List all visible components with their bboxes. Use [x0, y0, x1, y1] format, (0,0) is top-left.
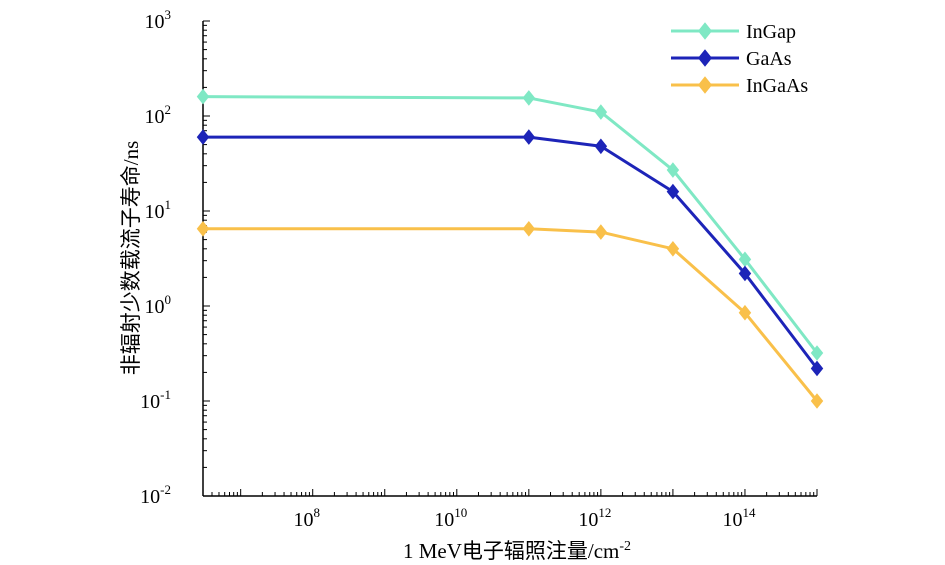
y-axis-title: 非辐射少数载流子寿命/ns: [119, 141, 143, 376]
data-point-ingaas: [594, 224, 608, 240]
y-tick-exponent: 0: [165, 292, 172, 307]
y-tick-base: 10: [145, 201, 165, 223]
data-point-gaas: [196, 129, 210, 145]
series-line-ingaas: [203, 227, 819, 402]
data-point-gaas: [666, 183, 680, 200]
data-point-ingaas: [196, 220, 210, 237]
x-tick-exponent: 14: [742, 505, 756, 520]
x-tick-base: 10: [722, 509, 742, 531]
data-point-ingaas: [522, 220, 536, 237]
legend-label-gaas: GaAs: [746, 48, 792, 70]
x-tick-label: 1010: [434, 505, 467, 531]
data-point-ingap: [522, 90, 536, 106]
y-tick-label: 10-2: [140, 482, 171, 508]
legend-item-ingaas: InGaAs: [671, 75, 808, 97]
x-axis-title-sup: -2: [619, 539, 631, 554]
data-point-ingaas: [810, 393, 824, 409]
data-point-gaas: [594, 138, 608, 155]
y-tick-exponent: 1: [165, 197, 172, 212]
y-tick-label: 10-1: [140, 387, 171, 413]
y-tick-label: 102: [145, 102, 172, 128]
data-point-ingap: [666, 162, 680, 178]
y-tick-label: 101: [145, 197, 172, 223]
x-tick-exponent: 8: [313, 505, 320, 520]
legend-marker-ingaas: [697, 76, 713, 94]
y-tick-exponent: -1: [160, 387, 171, 402]
series-line-ingap: [202, 95, 819, 354]
series-ingap: [196, 88, 824, 361]
y-tick-label: 103: [145, 7, 172, 33]
data-point-gaas: [810, 360, 824, 377]
x-tick-label: 1012: [578, 505, 611, 531]
data-point-ingap: [810, 345, 824, 361]
legend-item-gaas: GaAs: [671, 48, 792, 70]
y-tick-base: 10: [140, 486, 160, 508]
data-point-ingaas: [738, 304, 752, 321]
series-layer: [196, 88, 824, 409]
series-gaas: [196, 129, 824, 377]
axes: [202, 21, 817, 497]
y-tick-exponent: 3: [165, 7, 172, 22]
x-axis-ticks: 108 1010 1012 1014: [202, 489, 818, 531]
x-tick-base: 10: [578, 509, 598, 531]
x-axis-title: 1 MeV电子辐照注量/cm-2: [403, 539, 631, 563]
data-point-ingaas: [666, 241, 680, 257]
y-tick-base: 10: [145, 11, 165, 33]
x-tick-label: 108: [293, 505, 320, 531]
legend-marker-ingap: [697, 22, 713, 40]
legend-item-ingap: InGap: [671, 21, 796, 43]
x-tick-exponent: 12: [598, 505, 611, 520]
data-point-gaas: [738, 265, 752, 282]
y-tick-base: 10: [140, 391, 160, 413]
data-point-ingap: [196, 88, 210, 105]
data-point-gaas: [522, 129, 536, 145]
y-tick-exponent: 2: [165, 102, 172, 117]
y-tick-base: 10: [145, 106, 165, 128]
data-point-ingap: [594, 104, 608, 120]
x-tick-base: 10: [293, 509, 313, 531]
series-ingaas: [196, 220, 824, 409]
x-tick-exponent: 10: [454, 505, 467, 520]
y-tick-label: 100: [145, 292, 172, 318]
y-tick-exponent: -2: [160, 482, 171, 497]
legend-label-ingap: InGap: [746, 21, 796, 43]
legend-label-ingaas: InGaAs: [746, 75, 808, 97]
x-tick-label: 1014: [722, 505, 756, 531]
x-tick-base: 10: [434, 509, 454, 531]
y-tick-base: 10: [145, 296, 165, 318]
legend-marker-gaas: [697, 49, 713, 67]
legend: InGap GaAs InGaAs: [671, 21, 808, 97]
x-axis-title-main: 1 MeV电子辐照注量/cm: [403, 539, 619, 563]
series-line-gaas: [203, 135, 819, 370]
